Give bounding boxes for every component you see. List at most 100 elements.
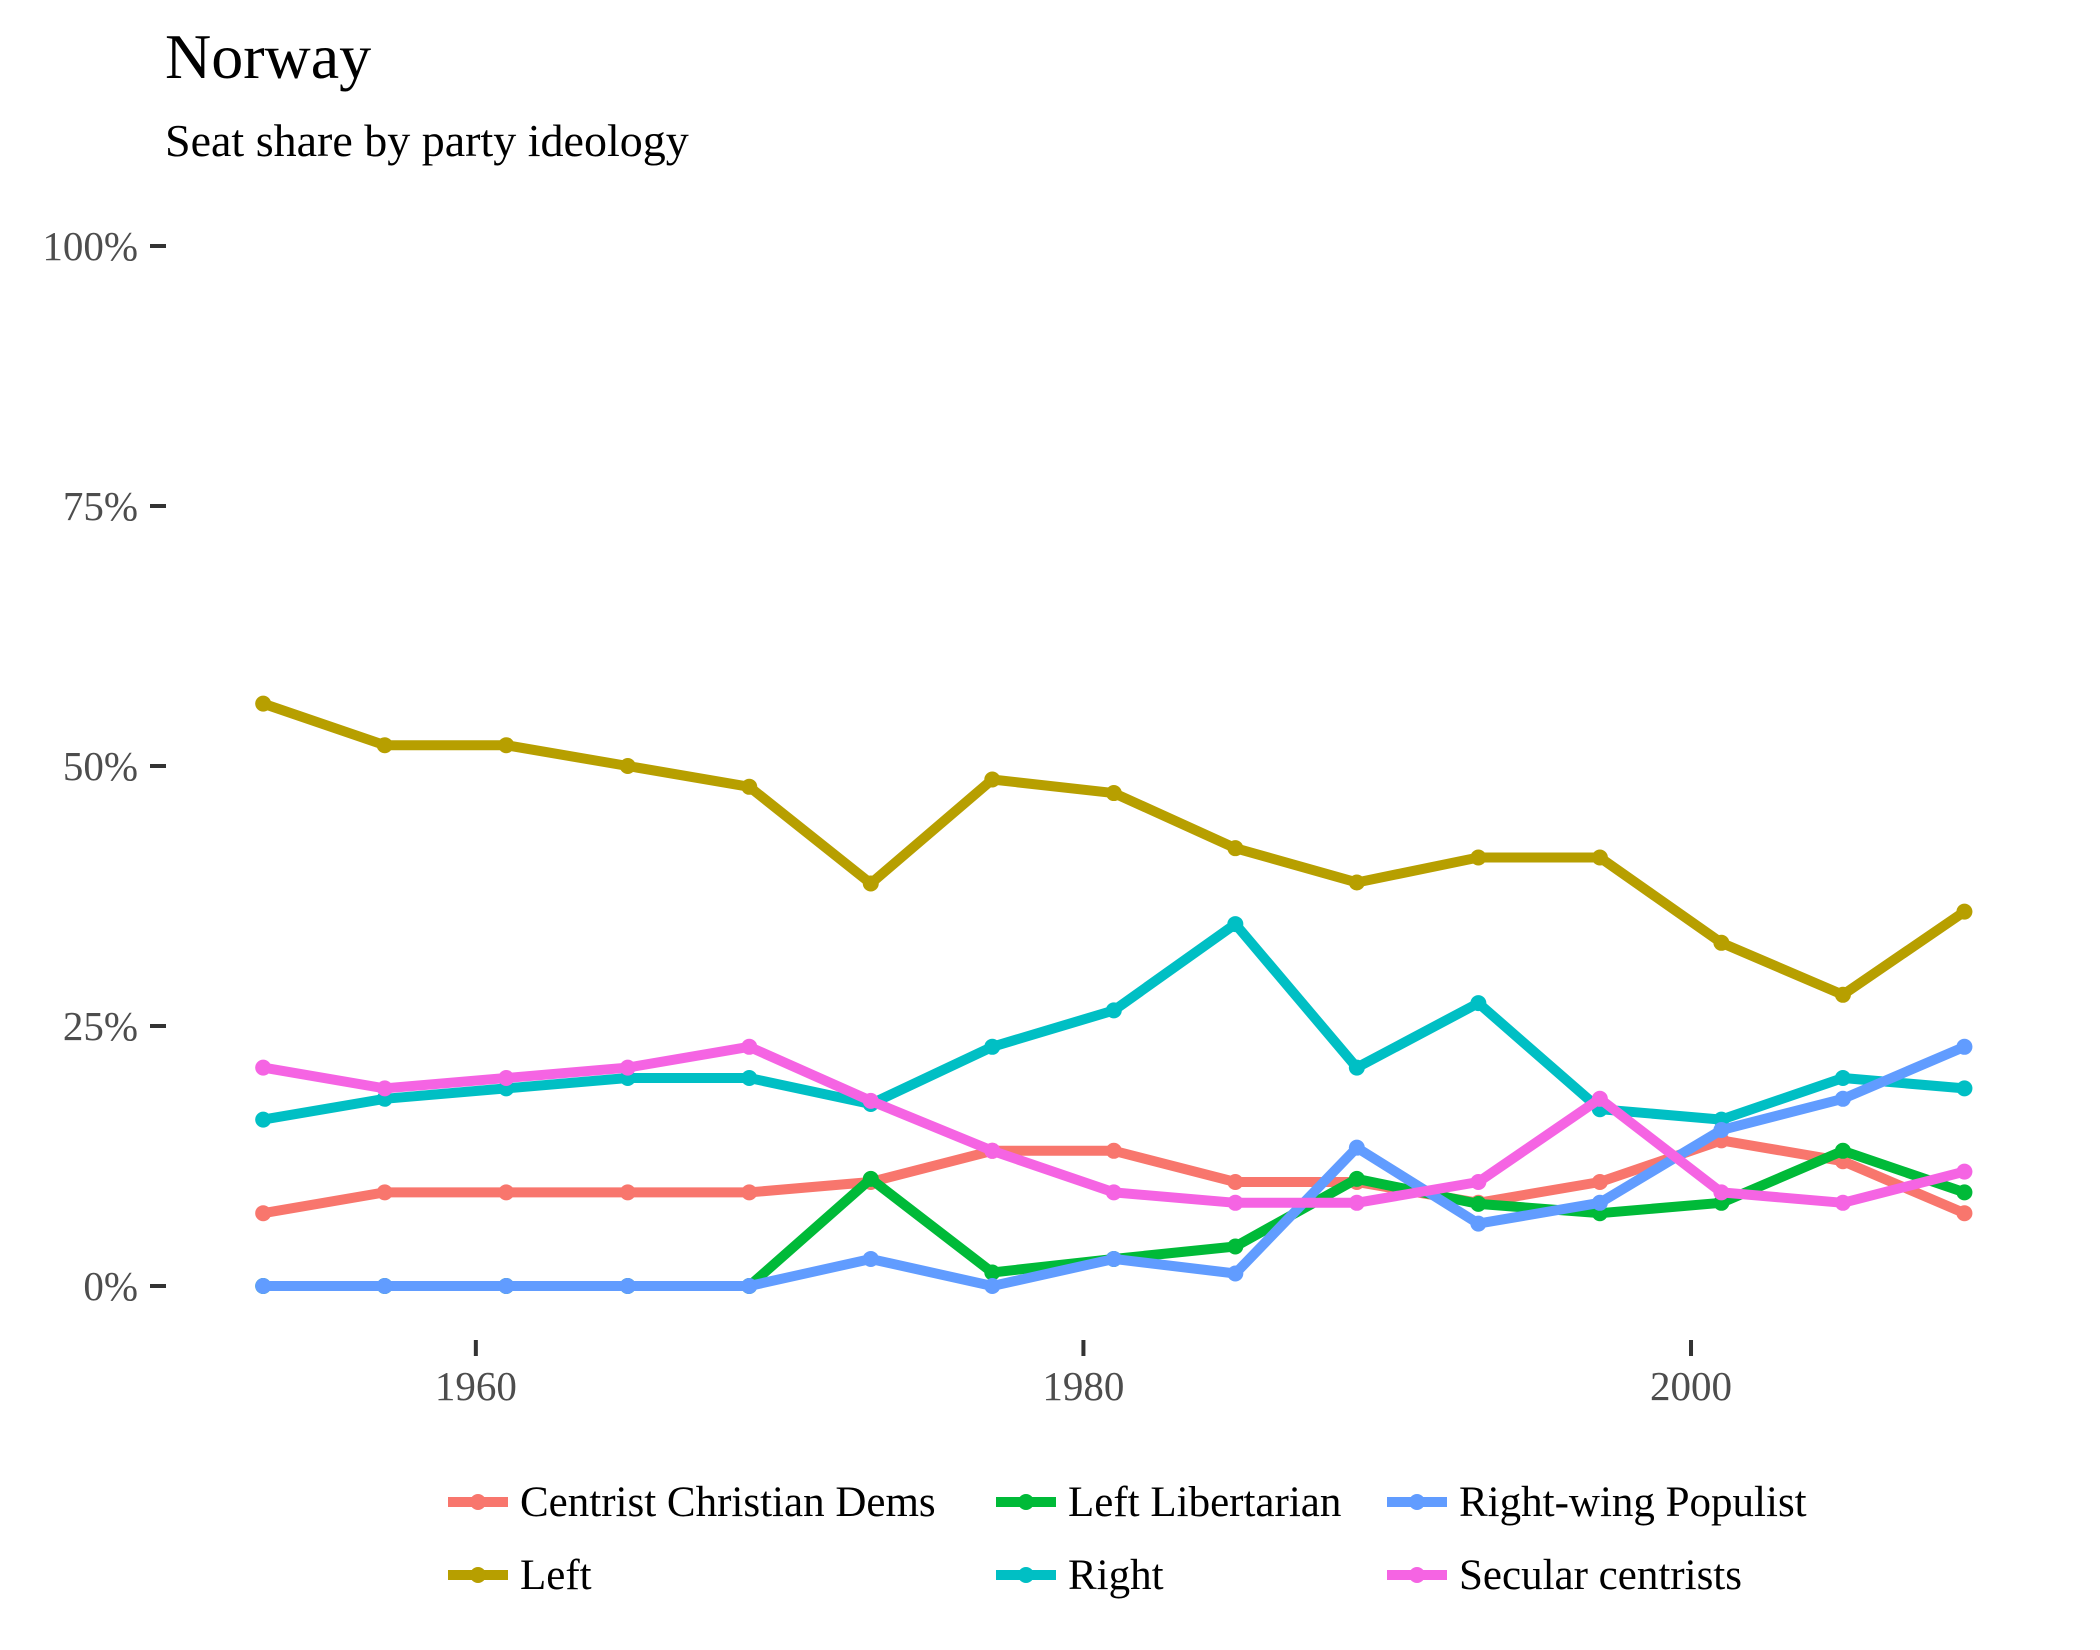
series-left-libertarian <box>255 1142 1973 1294</box>
data-point <box>1834 986 1851 1003</box>
data-point <box>376 737 393 754</box>
data-point <box>1713 1122 1730 1138</box>
data-point <box>1591 1194 1608 1211</box>
x-tick-label: 1980 <box>1042 1363 1124 1409</box>
y-tick-label: 100% <box>42 223 138 269</box>
plot-series <box>255 695 1973 1294</box>
legend-key-point <box>1018 1567 1034 1583</box>
legend-item: Secular centrists <box>1387 1552 1742 1599</box>
data-point <box>255 1205 272 1222</box>
legend-key-point <box>1018 1494 1034 1510</box>
legend-key-point <box>1409 1494 1425 1510</box>
x-tick-label: 2000 <box>1650 1363 1732 1409</box>
y-tick-label: 25% <box>63 1003 138 1049</box>
data-point <box>1105 785 1122 802</box>
data-point <box>376 1080 393 1097</box>
data-point <box>1348 1194 1365 1211</box>
data-point <box>741 778 758 795</box>
y-tick-label: 0% <box>83 1263 138 1309</box>
data-point <box>255 1059 272 1076</box>
series-right-wing-populist <box>255 1038 1973 1294</box>
data-point <box>498 1184 515 1201</box>
chart-subtitle: Seat share by party ideology <box>165 115 689 166</box>
data-point <box>984 1278 1001 1294</box>
data-point <box>984 771 1001 788</box>
data-point <box>1591 849 1608 866</box>
data-point <box>1956 1080 1973 1097</box>
series-line <box>258 698 1970 1000</box>
data-point <box>1227 916 1244 933</box>
legend-key-point <box>470 1494 486 1510</box>
y-axis: 0% 25% 50% 75% 100% <box>42 223 166 1309</box>
data-point <box>1227 1265 1244 1282</box>
data-point <box>498 1278 515 1294</box>
y-tick-label: 75% <box>63 483 138 529</box>
x-axis: 1960 1980 2000 <box>435 1340 1732 1409</box>
data-point <box>862 1092 879 1109</box>
data-point <box>1105 1002 1122 1019</box>
legend-label: Secular centrists <box>1459 1552 1742 1599</box>
data-point <box>1227 840 1244 857</box>
legend-item: Right-wing Populist <box>1387 1479 1807 1526</box>
data-point <box>1591 1174 1608 1190</box>
data-point <box>741 1038 758 1055</box>
data-point <box>1834 1070 1851 1086</box>
data-point <box>1470 995 1487 1012</box>
data-point <box>255 1111 272 1128</box>
data-point <box>1227 1238 1244 1255</box>
data-point <box>619 1184 636 1201</box>
data-point <box>619 758 636 774</box>
data-point <box>984 1142 1001 1159</box>
data-point <box>1348 1170 1365 1187</box>
data-point <box>1348 874 1365 891</box>
data-point <box>498 737 515 754</box>
series-right <box>255 916 1973 1128</box>
data-point <box>376 1278 393 1294</box>
legend-label: Right-wing Populist <box>1459 1479 1807 1526</box>
data-point <box>619 1278 636 1294</box>
data-point <box>1470 1174 1487 1190</box>
x-tick-label: 1960 <box>435 1363 517 1409</box>
data-point <box>1834 1142 1851 1159</box>
data-point <box>1227 1174 1244 1190</box>
data-point <box>984 1264 1001 1281</box>
data-point <box>741 1278 758 1294</box>
legend-item: Centrist Christian Dems <box>448 1479 936 1526</box>
data-point <box>1470 1215 1487 1232</box>
legend-item: Left Libertarian <box>996 1479 1341 1526</box>
data-point <box>984 1038 1001 1055</box>
legend-label: Left Libertarian <box>1068 1479 1341 1526</box>
legend-label: Right <box>1068 1552 1164 1599</box>
data-point <box>1713 1184 1730 1201</box>
data-point <box>1470 1195 1487 1212</box>
series-secular-centrists <box>255 1038 1973 1211</box>
data-point <box>1713 934 1730 951</box>
data-point <box>1348 1059 1365 1076</box>
data-point <box>1591 1090 1608 1107</box>
data-point <box>862 1250 879 1267</box>
y-tick-label: 50% <box>63 743 138 789</box>
legend-item: Left <box>448 1552 592 1599</box>
data-point <box>741 1070 758 1086</box>
data-point <box>1470 849 1487 866</box>
data-point <box>1956 1038 1973 1055</box>
series-line <box>258 919 1970 1125</box>
legend: Centrist Christian Dems Left Libertarian R… <box>448 1479 1807 1599</box>
series-line <box>258 1041 1970 1208</box>
legend-key-point <box>1409 1567 1425 1583</box>
data-point <box>376 1184 393 1201</box>
data-point <box>741 1184 758 1201</box>
data-point <box>619 1059 636 1076</box>
legend-item: Right <box>996 1552 1164 1599</box>
data-point <box>1105 1142 1122 1159</box>
data-point <box>1956 1205 1973 1222</box>
chart-title: Norway <box>165 21 371 92</box>
data-point <box>1834 1090 1851 1107</box>
data-point <box>1956 1163 1973 1180</box>
data-point <box>255 695 272 712</box>
data-point <box>1227 1194 1244 1211</box>
series-left <box>255 695 1973 1003</box>
data-point <box>1956 1184 1973 1201</box>
data-point <box>255 1278 272 1294</box>
